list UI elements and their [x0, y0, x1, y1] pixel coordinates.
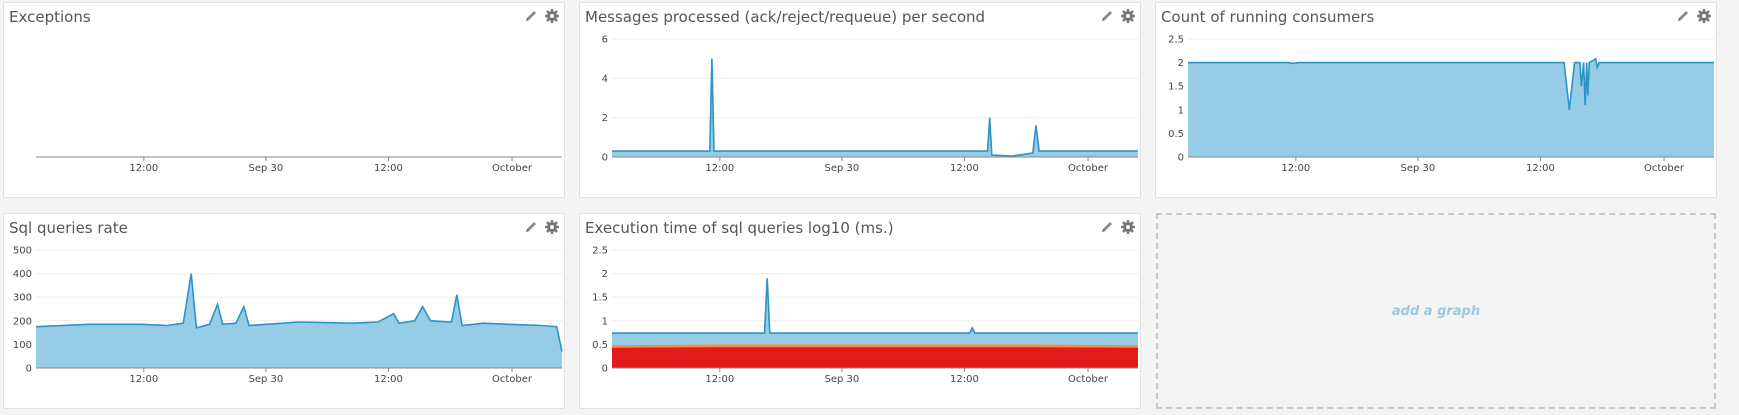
x-tick-label: Sep 30	[824, 374, 859, 385]
y-tick-label: 0	[602, 364, 608, 375]
x-tick-label: 12:00	[374, 163, 403, 174]
y-tick-label: 200	[13, 316, 32, 327]
y-tick-label: 400	[13, 269, 32, 280]
y-tick-label: 2	[602, 113, 608, 124]
panel-title: Sql queries rate	[9, 219, 128, 237]
x-tick-label: 12:00	[374, 374, 403, 385]
x-tick-label: Sep 30	[824, 163, 859, 174]
panel-exceptions: Exceptions 12:00 Sep 30 12:00 October	[3, 2, 565, 198]
series-area	[36, 273, 562, 368]
y-tick-label: 0.5	[1168, 129, 1184, 140]
panel-sql-queries-rate: Sql queries rate 0 100 200 300 400 500 12:00 Se…	[3, 213, 565, 409]
pencil-icon[interactable]	[1099, 219, 1115, 235]
panel-tools	[523, 219, 560, 235]
x-tick-label: October	[492, 163, 533, 174]
panel-tools	[1099, 219, 1136, 235]
add-graph-label: add a graph	[1391, 303, 1481, 319]
panel-title: Execution time of sql queries log10 (ms.…	[585, 219, 894, 237]
y-tick-label: 0	[26, 364, 32, 375]
series-line	[612, 58, 1138, 157]
y-tick-label: 2	[1178, 58, 1184, 69]
panel-tools	[1675, 8, 1712, 24]
panel-tools	[523, 8, 560, 24]
y-tick-label: 1	[1178, 105, 1184, 116]
x-tick-label: October	[492, 374, 533, 385]
series-line	[35, 273, 563, 352]
gear-icon[interactable]	[1696, 8, 1712, 24]
x-tick-label: October	[1068, 163, 1109, 174]
x-tick-label: October	[1644, 163, 1685, 174]
pencil-icon[interactable]	[1099, 8, 1115, 24]
series-line	[1188, 57, 1714, 110]
y-tick-label: 6	[602, 35, 608, 46]
pencil-icon[interactable]	[1675, 8, 1691, 24]
y-tick-label: 300	[13, 293, 32, 304]
x-tick-label: 12:00	[950, 374, 979, 385]
x-tick-label: 12:00	[1526, 163, 1555, 174]
panel-title: Messages processed (ack/reject/requeue) …	[585, 8, 986, 26]
panel-execution-time: Execution time of sql queries log10 (ms.…	[579, 213, 1141, 409]
x-tick-label: 12:00	[1281, 163, 1310, 174]
x-tick-label: 12:00	[950, 163, 979, 174]
series-area	[1188, 58, 1714, 157]
gear-icon[interactable]	[544, 8, 560, 24]
series-area	[612, 347, 1138, 368]
chart: 0 2 4 6 12:00 Sep 30 12:00 October	[602, 35, 1138, 174]
panel-title: Exceptions	[9, 8, 91, 26]
panel-running-consumers: Count of running consumers 0 0.5 1 1.5 2 2.5 1…	[1155, 2, 1717, 198]
y-tick-label: 4	[602, 74, 608, 85]
y-tick-label: 2.5	[592, 246, 608, 257]
panel-messages-processed: Messages processed (ack/reject/requeue) …	[579, 2, 1141, 198]
y-tick-label: 1.5	[1168, 82, 1184, 93]
pencil-icon[interactable]	[523, 8, 539, 24]
pencil-icon[interactable]	[523, 219, 539, 235]
gear-icon[interactable]	[1120, 219, 1136, 235]
y-tick-label: 1.5	[592, 293, 608, 304]
y-tick-label: 0	[1178, 153, 1184, 164]
x-tick-label: 12:00	[705, 163, 734, 174]
y-tick-label: 0	[602, 153, 608, 164]
chart: 0 100 200 300 400 500 12:00 Sep 30 12:00 October	[13, 246, 563, 385]
x-tick-label: 12:00	[129, 374, 158, 385]
panel-title: Count of running consumers	[1161, 8, 1375, 26]
gear-icon[interactable]	[544, 219, 560, 235]
series-area	[612, 58, 1138, 158]
chart: 0 0.5 1 1.5 2 2.5 12:00 Sep 30 12:00 October	[1168, 35, 1714, 174]
series-line	[612, 278, 1138, 334]
y-tick-label: 100	[13, 340, 32, 351]
x-tick-label: Sep 30	[248, 374, 283, 385]
gear-icon[interactable]	[1120, 8, 1136, 24]
x-tick-label: October	[1068, 374, 1109, 385]
x-tick-label: Sep 30	[248, 163, 283, 174]
chart: 12:00 Sep 30 12:00 October	[36, 156, 562, 174]
add-graph-button[interactable]: add a graph	[1156, 213, 1716, 409]
x-tick-label: 12:00	[705, 374, 734, 385]
chart: 0 0.5 1 1.5 2 2.5 12:00 Sep 30 12:00 October	[592, 246, 1138, 385]
y-tick-label: 0.5	[592, 340, 608, 351]
y-tick-label: 2	[602, 269, 608, 280]
y-tick-label: 500	[13, 246, 32, 257]
x-tick-label: Sep 30	[1400, 163, 1435, 174]
x-tick-label: 12:00	[129, 163, 158, 174]
y-tick-label: 1	[602, 316, 608, 327]
y-tick-label: 2.5	[1168, 35, 1184, 46]
panel-tools	[1099, 8, 1136, 24]
